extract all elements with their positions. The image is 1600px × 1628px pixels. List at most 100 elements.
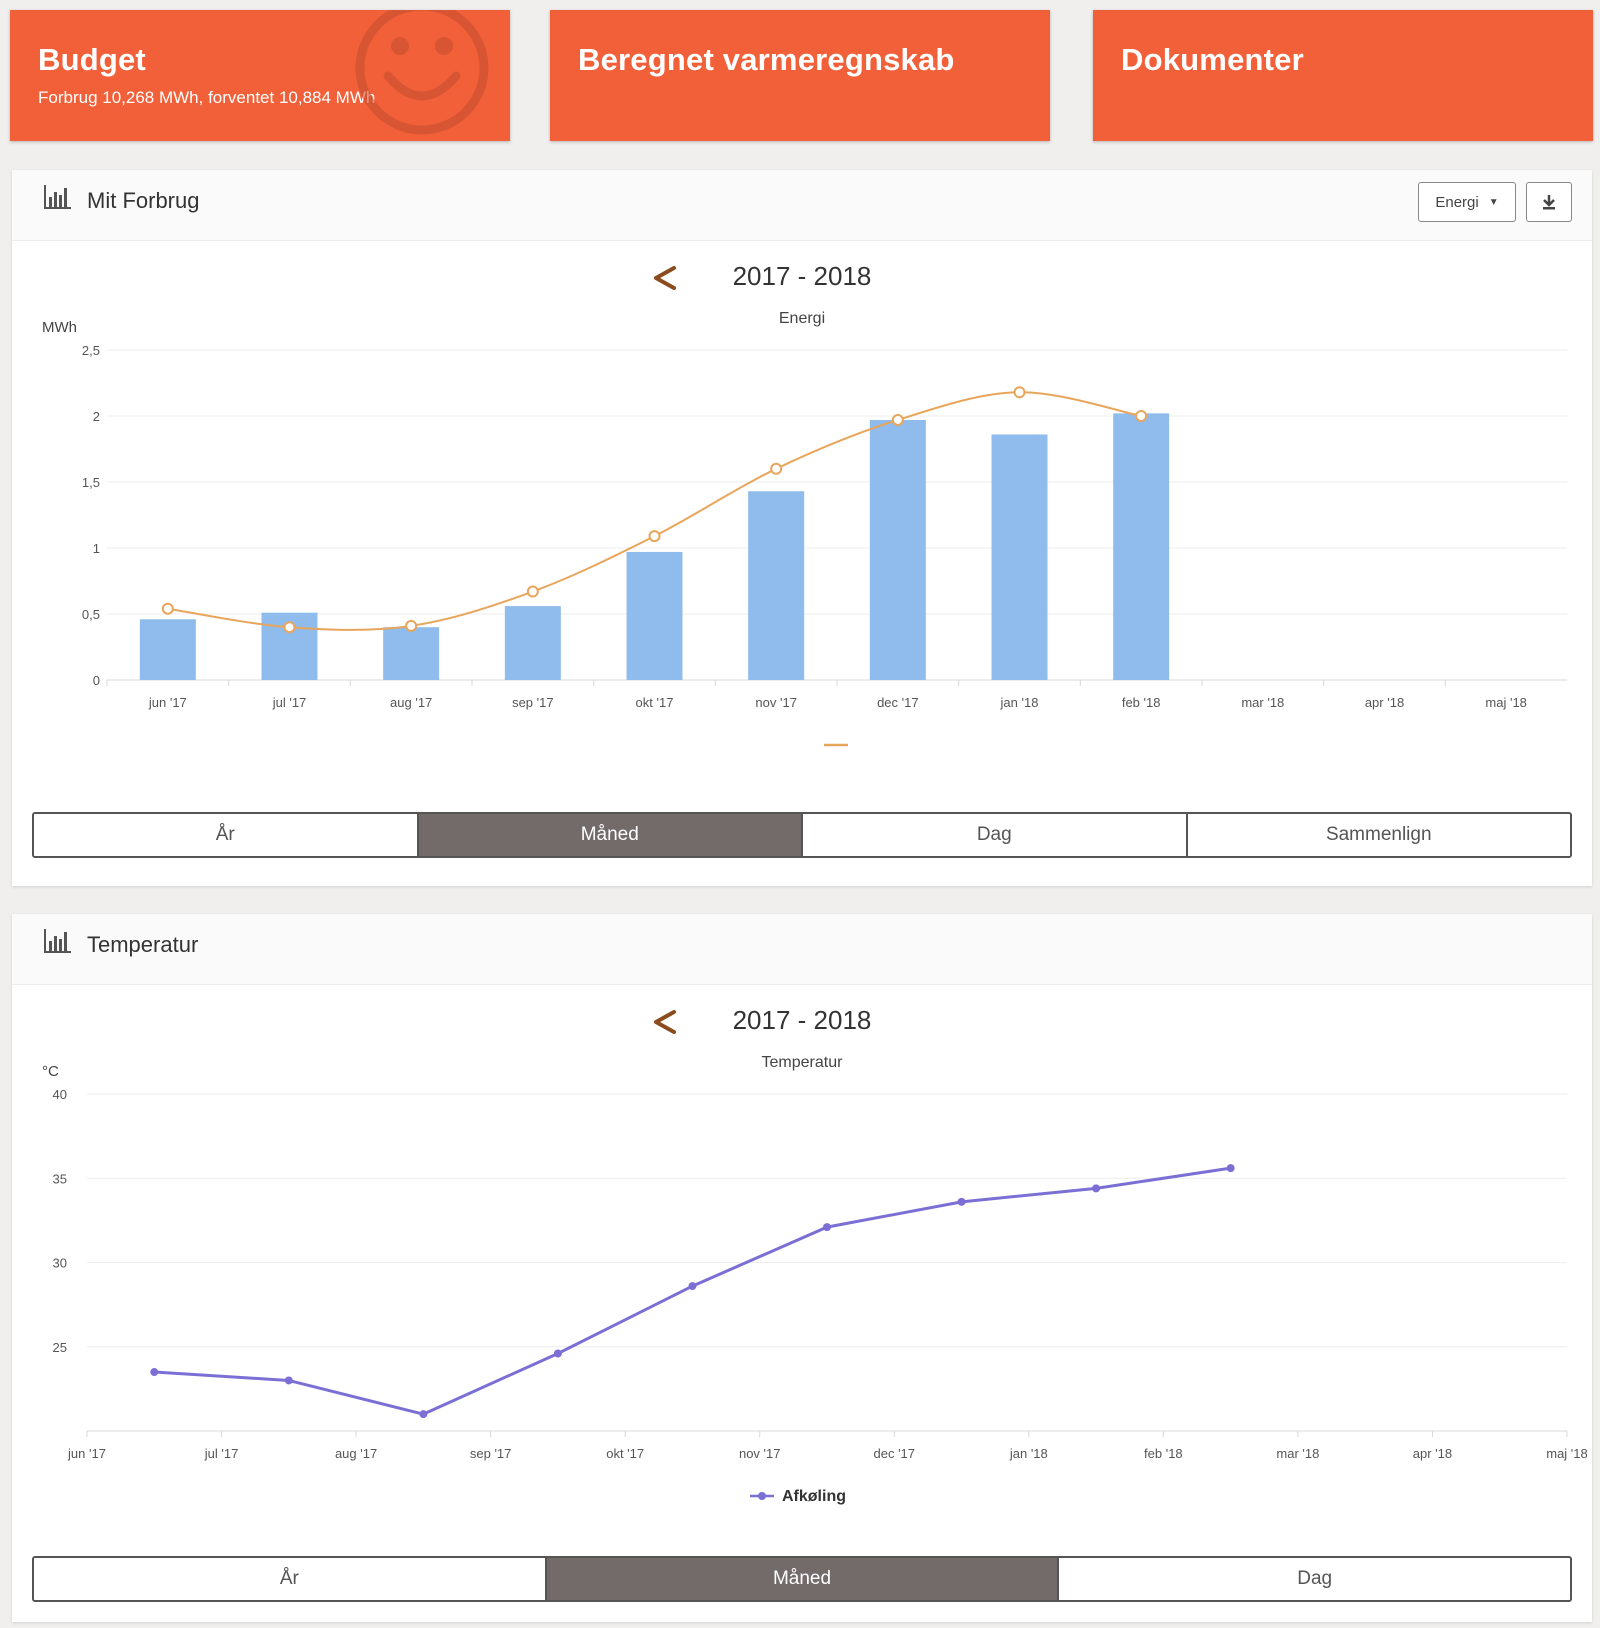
chevron-left-icon (654, 266, 676, 290)
x-tick-label: jul '17 (204, 1446, 239, 1461)
x-tick-label: mar '18 (1276, 1446, 1319, 1461)
energy-dropdown[interactable]: Energi ▼ (1418, 182, 1516, 222)
x-tick-label: maj '18 (1485, 695, 1527, 710)
consumption-panel-header: Mit Forbrug Energi ▼ (12, 170, 1592, 241)
y-tick-label: 0,5 (82, 607, 100, 622)
x-tick-label: jan '18 (1000, 695, 1039, 710)
y-tick-label: 2 (93, 409, 100, 424)
expected-point[interactable] (1013, 386, 1026, 399)
x-tick-label: jun '17 (67, 1446, 106, 1461)
x-tick-label: nov '17 (739, 1446, 781, 1461)
expected-point[interactable] (891, 413, 904, 426)
bar-chart-icon (44, 185, 71, 209)
x-tick-label: aug '17 (335, 1446, 377, 1461)
period-label: 2017 - 2018 (733, 261, 872, 291)
temperature-point[interactable] (419, 1410, 428, 1419)
y-tick-label: 30 (53, 1256, 67, 1271)
x-tick-label: feb '18 (1144, 1446, 1183, 1461)
x-tick-label: mar '18 (1241, 695, 1284, 710)
tab-compare[interactable]: Sammenlign (1187, 814, 1570, 856)
consumption-panel-title: Mit Forbrug (87, 188, 200, 213)
x-tick-label: jun '17 (148, 695, 187, 710)
heat-account-title: Beregnet varmeregnskab (578, 42, 955, 77)
energy-chart: 2017 - 2018 Energi MWh 0 0,5 1 1,5 2 2,5 jun … (42, 261, 1567, 747)
energy-bar[interactable] (991, 434, 1048, 680)
temperature-panel-header: Temperatur (12, 914, 1592, 985)
legend-marker (758, 1492, 766, 1500)
tab-year[interactable]: År (34, 1558, 547, 1600)
chart-title: Temperatur (762, 1054, 844, 1071)
smiley-icon (355, 10, 489, 135)
x-tick-label: dec '17 (877, 695, 919, 710)
y-axis-unit: MWh (42, 319, 77, 336)
expected-point[interactable] (648, 530, 661, 543)
y-tick-label: 40 (53, 1087, 67, 1102)
caret-down-icon: ▼ (1488, 196, 1499, 208)
temperature-point[interactable] (688, 1282, 697, 1291)
temperature-period-selector: År Måned Dag (32, 1556, 1572, 1602)
period-label: 2017 - 2018 (733, 1005, 872, 1035)
energy-bar[interactable] (626, 551, 683, 680)
x-tick-label: sep '17 (512, 695, 554, 710)
documents-title: Dokumenter (1121, 42, 1304, 77)
download-icon (1543, 195, 1555, 210)
x-tick-label: feb '18 (1122, 695, 1161, 710)
temperature-panel-title: Temperatur (87, 932, 199, 957)
x-tick-label: maj '18 (1546, 1446, 1588, 1461)
x-tick-label: aug '17 (390, 695, 432, 710)
temperature-point[interactable] (1092, 1184, 1101, 1193)
tab-year[interactable]: År (34, 814, 419, 856)
tab-month[interactable]: Måned (546, 1558, 1060, 1600)
consumption-period-selector: År Måned Dag Sammenlign (32, 812, 1572, 858)
tab-day[interactable]: Dag (803, 814, 1188, 856)
y-tick-label: 0 (93, 673, 100, 688)
consumption-panel: Mit Forbrug Energi ▼ 2017 - 2018 Energi … (12, 170, 1592, 886)
x-tick-label: jan '18 (1009, 1446, 1048, 1461)
tab-day[interactable]: Dag (1059, 1558, 1570, 1600)
heat-account-tile[interactable]: Beregnet varmeregnskab (550, 10, 1050, 141)
expected-point[interactable] (283, 621, 296, 634)
energy-bar[interactable] (383, 627, 440, 680)
y-tick-label: 1,5 (82, 475, 100, 490)
legend-label[interactable]: Afkøling (782, 1488, 846, 1505)
temperature-line (154, 1166, 1231, 1416)
download-button[interactable] (1526, 182, 1572, 222)
expected-point[interactable] (526, 585, 539, 598)
energy-bar[interactable] (748, 491, 805, 680)
expected-point[interactable] (770, 462, 783, 475)
budget-title: Budget (38, 42, 146, 77)
temperature-chart: 2017 - 2018 Temperatur °C 25 30 35 40 jun '… (42, 1005, 1588, 1505)
chart-title: Energi (779, 310, 825, 327)
budget-tile[interactable]: Budget Forbrug 10,268 MWh, forventet 10,… (10, 10, 510, 141)
expected-point[interactable] (1135, 410, 1148, 422)
temperature-point[interactable] (823, 1223, 831, 1232)
temperature-point[interactable] (1226, 1164, 1235, 1173)
energy-bar[interactable] (504, 606, 561, 680)
documents-tile[interactable]: Dokumenter (1093, 10, 1593, 141)
tab-month[interactable]: Måned (418, 814, 803, 856)
energy-bar[interactable] (1113, 413, 1170, 680)
energy-dropdown-value: Energi (1435, 193, 1479, 211)
energy-bar[interactable] (869, 419, 926, 680)
expected-point[interactable] (405, 619, 418, 632)
energy-bar[interactable] (139, 619, 196, 680)
prev-period-button[interactable] (654, 1010, 676, 1034)
temperature-point[interactable] (284, 1376, 293, 1385)
x-tick-label: jul '17 (272, 695, 307, 710)
budget-subtitle: Forbrug 10,268 MWh, forventet 10,884 MWh (38, 88, 376, 107)
chevron-left-icon (654, 1010, 676, 1034)
x-tick-label: okt '17 (636, 695, 674, 710)
temperature-point[interactable] (553, 1349, 562, 1358)
y-tick-label: 35 (53, 1171, 67, 1186)
x-tick-label: apr '18 (1365, 695, 1404, 710)
temperature-point[interactable] (957, 1197, 966, 1206)
temperature-panel: Temperatur 2017 - 2018 Temperatur °C 25 3… (12, 914, 1592, 1622)
temperature-point[interactable] (150, 1368, 159, 1377)
y-tick-label: 1 (93, 541, 100, 556)
x-tick-label: okt '17 (606, 1446, 644, 1461)
y-tick-label: 25 (53, 1340, 67, 1355)
bar-chart-icon (44, 929, 71, 953)
prev-period-button[interactable] (654, 266, 676, 290)
x-tick-label: sep '17 (470, 1446, 512, 1461)
expected-point[interactable] (161, 602, 174, 615)
